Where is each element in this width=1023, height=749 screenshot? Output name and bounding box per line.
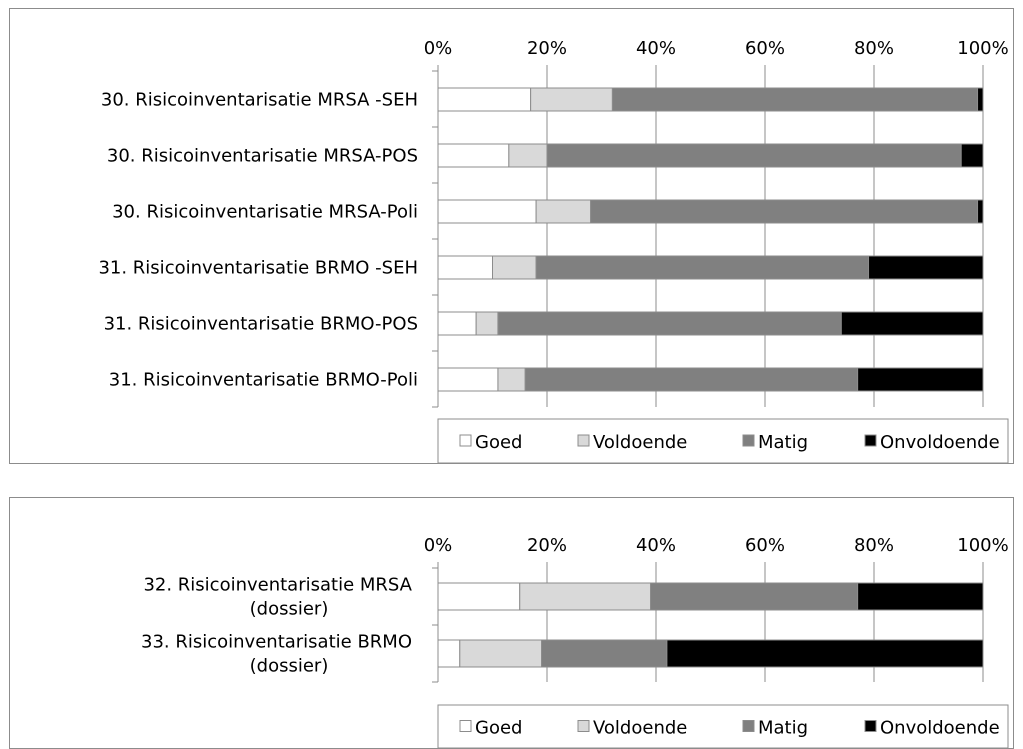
legend-label: Matig <box>758 432 808 453</box>
x-tick-label: 100% <box>957 38 1008 59</box>
bar-segment-goed <box>437 311 477 336</box>
category-label: 31. Risicoinventarisatie BRMO-Poli <box>109 370 418 391</box>
category-label: (dossier) <box>250 599 329 620</box>
legend-swatch-voldoende <box>577 434 590 447</box>
bar-segment-onvoldoende <box>960 143 984 168</box>
bar-segment-matig <box>590 199 979 224</box>
bar-segment-goed <box>437 143 510 168</box>
bar-segment-onvoldoende <box>977 87 984 112</box>
legend-swatch-matig <box>742 720 755 732</box>
stacked-bar-chart-bottom: 0% 20% 40% 60% 80% 100% 32. Risicoinventarisat… <box>141 535 1009 749</box>
x-tick-label: 40% <box>636 535 676 556</box>
category-label: (dossier) <box>250 656 329 677</box>
legend-label: Onvoldoende <box>880 432 1000 453</box>
x-tick-label: 80% <box>854 38 894 59</box>
category-label: 30. Risicoinventarisatie MRSA-POS <box>107 146 418 167</box>
bar-segment-onvoldoende <box>840 311 984 336</box>
legend-label: Matig <box>758 718 808 739</box>
bar-segment-goed <box>437 87 532 112</box>
legend-box <box>437 704 1009 749</box>
x-tick-label: 60% <box>745 38 785 59</box>
bar-segment-voldoende <box>519 582 652 611</box>
legend-label: Voldoende <box>593 432 687 453</box>
legend-swatch-matig <box>742 434 755 447</box>
bar-segment-matig <box>497 311 842 336</box>
x-tick-label: 20% <box>527 535 567 556</box>
bar-segment-goed <box>437 582 521 611</box>
legend-label: Goed <box>475 718 522 739</box>
category-label: 33. Risicoinventarisatie BRMO <box>141 632 412 653</box>
legend-swatch-voldoende <box>577 720 590 732</box>
category-label: 31. Risicoinventarisatie BRMO-POS <box>104 314 418 335</box>
legend-label: Onvoldoende <box>880 718 1000 739</box>
bar-segment-onvoldoende <box>868 255 984 280</box>
bar-segment-voldoende <box>497 367 526 392</box>
bar-segment-voldoende <box>492 255 537 280</box>
x-tick-label: 100% <box>957 535 1008 556</box>
category-label: 30. Risicoinventarisatie MRSA -SEH <box>101 90 418 111</box>
category-label: 32. Risicoinventarisatie MRSA <box>143 575 412 596</box>
bar-segment-voldoende <box>475 311 499 336</box>
bar-segment-goed <box>437 255 493 280</box>
bar-segment-goed <box>437 639 461 668</box>
legend-swatch-onvoldoende <box>864 720 877 732</box>
x-tick-label: 80% <box>854 535 894 556</box>
bar-segment-voldoende <box>508 143 548 168</box>
bar-segment-onvoldoende <box>857 582 984 611</box>
bar-segment-onvoldoende <box>666 639 984 668</box>
bar-segment-voldoende <box>535 199 592 224</box>
x-tick-label: 20% <box>527 38 567 59</box>
bar-segment-matig <box>524 367 859 392</box>
x-tick-label: 0% <box>424 535 453 556</box>
bar-segment-goed <box>437 367 499 392</box>
category-label: 31. Risicoinventarisatie BRMO -SEH <box>98 258 418 279</box>
chart-panel-bottom: 0% 20% 40% 60% 80% 100% 32. Risicoinventarisat… <box>9 497 1014 749</box>
x-tick-label: 0% <box>424 38 453 59</box>
bar-segment-voldoende <box>459 639 543 668</box>
bar-segment-voldoende <box>530 87 613 112</box>
x-tick-label: 40% <box>636 38 676 59</box>
bar-segment-onvoldoende <box>857 367 984 392</box>
legend-box <box>437 418 1009 464</box>
stacked-bar-chart-top: 0% 20% 40% 60% 80% 100% 30. Risicoinventarisat… <box>98 38 1009 464</box>
bar-segment-onvoldoende <box>977 199 984 224</box>
bar-segment-matig <box>650 582 859 611</box>
legend-label: Goed <box>475 432 522 453</box>
legend-swatch-goed <box>459 434 472 447</box>
chart-panel-top: 0% 20% 40% 60% 80% 100% 30. Risicoinventarisat… <box>9 8 1014 464</box>
bar-segment-matig <box>541 639 668 668</box>
x-tick-label: 60% <box>745 535 785 556</box>
category-label: 30. Risicoinventarisatie MRSA-Poli <box>112 202 418 223</box>
bar-segment-matig <box>611 87 979 112</box>
legend-swatch-goed <box>459 720 472 732</box>
bar-segment-goed <box>437 199 537 224</box>
bar-segment-matig <box>546 143 962 168</box>
bar-segment-matig <box>535 255 870 280</box>
legend-swatch-onvoldoende <box>864 434 877 447</box>
legend-label: Voldoende <box>593 718 687 739</box>
